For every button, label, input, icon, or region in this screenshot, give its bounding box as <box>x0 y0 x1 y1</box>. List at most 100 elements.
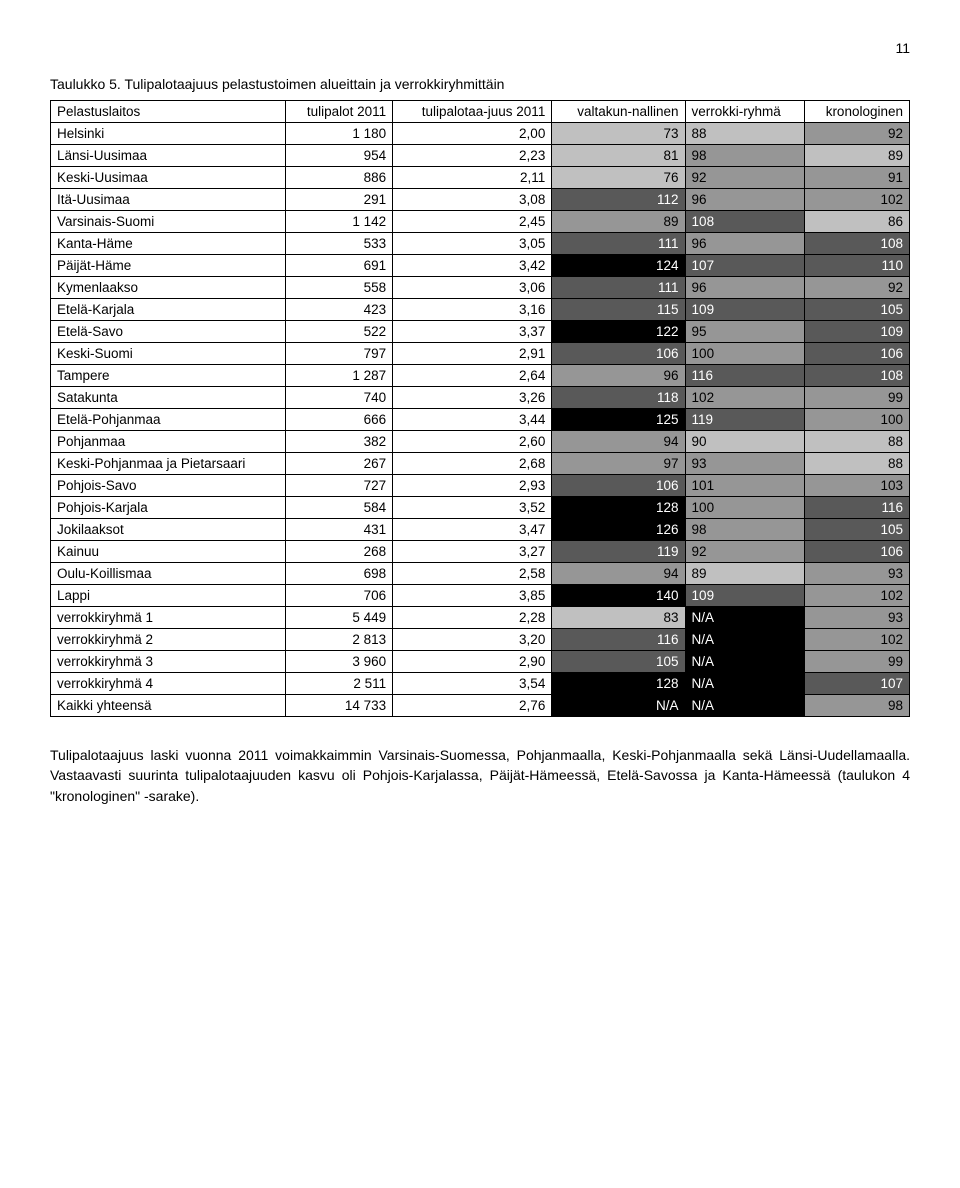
table-cell: 3,05 <box>393 233 552 255</box>
table-cell: 90 <box>685 431 804 453</box>
body-paragraph: Tulipalotaajuus laski vuonna 2011 voimak… <box>50 745 910 806</box>
table-cell: 584 <box>285 497 393 519</box>
table-cell: 2,90 <box>393 651 552 673</box>
table-cell: verrokkiryhmä 1 <box>51 607 286 629</box>
table-cell: N/A <box>685 651 804 673</box>
table-cell: 96 <box>552 365 685 387</box>
table-row: Länsi-Uusimaa9542,23819889 <box>51 145 910 167</box>
table-cell: 3,26 <box>393 387 552 409</box>
table-cell: 423 <box>285 299 393 321</box>
table-cell: 109 <box>804 321 909 343</box>
table-cell: 102 <box>804 189 909 211</box>
table-cell: 698 <box>285 563 393 585</box>
table-cell: 126 <box>552 519 685 541</box>
table-cell: 2,64 <box>393 365 552 387</box>
table-cell: 116 <box>552 629 685 651</box>
table-cell: 73 <box>552 123 685 145</box>
table-cell: 797 <box>285 343 393 365</box>
table-row: Tampere1 2872,6496116108 <box>51 365 910 387</box>
table-cell: 1 142 <box>285 211 393 233</box>
table-cell: 94 <box>552 563 685 585</box>
table-cell: Etelä-Pohjanmaa <box>51 409 286 431</box>
table-cell: 3,20 <box>393 629 552 651</box>
table-row: Etelä-Pohjanmaa6663,44125119100 <box>51 409 910 431</box>
table-cell: Tampere <box>51 365 286 387</box>
table-cell: 102 <box>685 387 804 409</box>
table-cell: 268 <box>285 541 393 563</box>
table-cell: verrokkiryhmä 3 <box>51 651 286 673</box>
table-cell: 3,08 <box>393 189 552 211</box>
table-cell: 2,91 <box>393 343 552 365</box>
table-cell: 119 <box>685 409 804 431</box>
table-cell: 92 <box>804 123 909 145</box>
column-header: tulipalot 2011 <box>285 101 393 123</box>
table-cell: 105 <box>804 519 909 541</box>
table-cell: 89 <box>685 563 804 585</box>
data-table: Pelastuslaitostulipalot 2011tulipalotaa-… <box>50 100 910 717</box>
table-cell: 128 <box>552 673 685 695</box>
table-cell: 92 <box>685 541 804 563</box>
table-cell: 98 <box>685 145 804 167</box>
table-cell: Helsinki <box>51 123 286 145</box>
table-cell: 522 <box>285 321 393 343</box>
table-row: Etelä-Savo5223,3712295109 <box>51 321 910 343</box>
table-cell: 98 <box>685 519 804 541</box>
table-cell: 431 <box>285 519 393 541</box>
table-cell: Pohjanmaa <box>51 431 286 453</box>
table-cell: 100 <box>685 497 804 519</box>
table-row: verrokkiryhmä 22 8133,20116N/A102 <box>51 629 910 651</box>
table-row: Helsinki1 1802,00738892 <box>51 123 910 145</box>
column-header: Pelastuslaitos <box>51 101 286 123</box>
table-cell: 291 <box>285 189 393 211</box>
table-cell: 88 <box>804 431 909 453</box>
table-cell: Varsinais-Suomi <box>51 211 286 233</box>
table-cell: 96 <box>685 233 804 255</box>
table-cell: 116 <box>685 365 804 387</box>
table-row: verrokkiryhmä 15 4492,2883N/A93 <box>51 607 910 629</box>
table-cell: Oulu-Koillismaa <box>51 563 286 585</box>
table-cell: 111 <box>552 277 685 299</box>
table-cell: 107 <box>804 673 909 695</box>
table-cell: 2,11 <box>393 167 552 189</box>
table-cell: 533 <box>285 233 393 255</box>
table-cell: 110 <box>804 255 909 277</box>
table-row: Jokilaaksot4313,4712698105 <box>51 519 910 541</box>
table-cell: 106 <box>552 343 685 365</box>
table-cell: 3,54 <box>393 673 552 695</box>
table-cell: 2,60 <box>393 431 552 453</box>
table-cell: 3,16 <box>393 299 552 321</box>
table-cell: Etelä-Karjala <box>51 299 286 321</box>
table-cell: 105 <box>552 651 685 673</box>
table-cell: Pohjois-Karjala <box>51 497 286 519</box>
table-head: Pelastuslaitostulipalot 2011tulipalotaa-… <box>51 101 910 123</box>
table-row: Itä-Uusimaa2913,0811296102 <box>51 189 910 211</box>
table-cell: Kanta-Häme <box>51 233 286 255</box>
table-cell: 2,28 <box>393 607 552 629</box>
table-cell: 95 <box>685 321 804 343</box>
table-cell: 727 <box>285 475 393 497</box>
table-cell: 100 <box>685 343 804 365</box>
table-cell: 103 <box>804 475 909 497</box>
table-row: Oulu-Koillismaa6982,58948993 <box>51 563 910 585</box>
table-cell: 2,68 <box>393 453 552 475</box>
table-cell: 886 <box>285 167 393 189</box>
table-cell: Länsi-Uusimaa <box>51 145 286 167</box>
table-cell: 96 <box>685 277 804 299</box>
column-header: valtakun-nallinen <box>552 101 685 123</box>
table-cell: 107 <box>685 255 804 277</box>
table-cell: Keski-Pohjanmaa ja Pietarsaari <box>51 453 286 475</box>
table-row: Kainuu2683,2711992106 <box>51 541 910 563</box>
table-cell: 140 <box>552 585 685 607</box>
table-cell: N/A <box>685 695 804 717</box>
table-cell: 118 <box>552 387 685 409</box>
table-cell: 94 <box>552 431 685 453</box>
table-row: Keski-Uusimaa8862,11769291 <box>51 167 910 189</box>
table-cell: 99 <box>804 651 909 673</box>
table-caption: Taulukko 5. Tulipalotaajuus pelastustoim… <box>50 76 910 92</box>
table-cell: 109 <box>685 585 804 607</box>
table-cell: 97 <box>552 453 685 475</box>
table-cell: Itä-Uusimaa <box>51 189 286 211</box>
table-cell: 3,47 <box>393 519 552 541</box>
table-row: Keski-Pohjanmaa ja Pietarsaari2672,68979… <box>51 453 910 475</box>
table-header-row: Pelastuslaitostulipalot 2011tulipalotaa-… <box>51 101 910 123</box>
